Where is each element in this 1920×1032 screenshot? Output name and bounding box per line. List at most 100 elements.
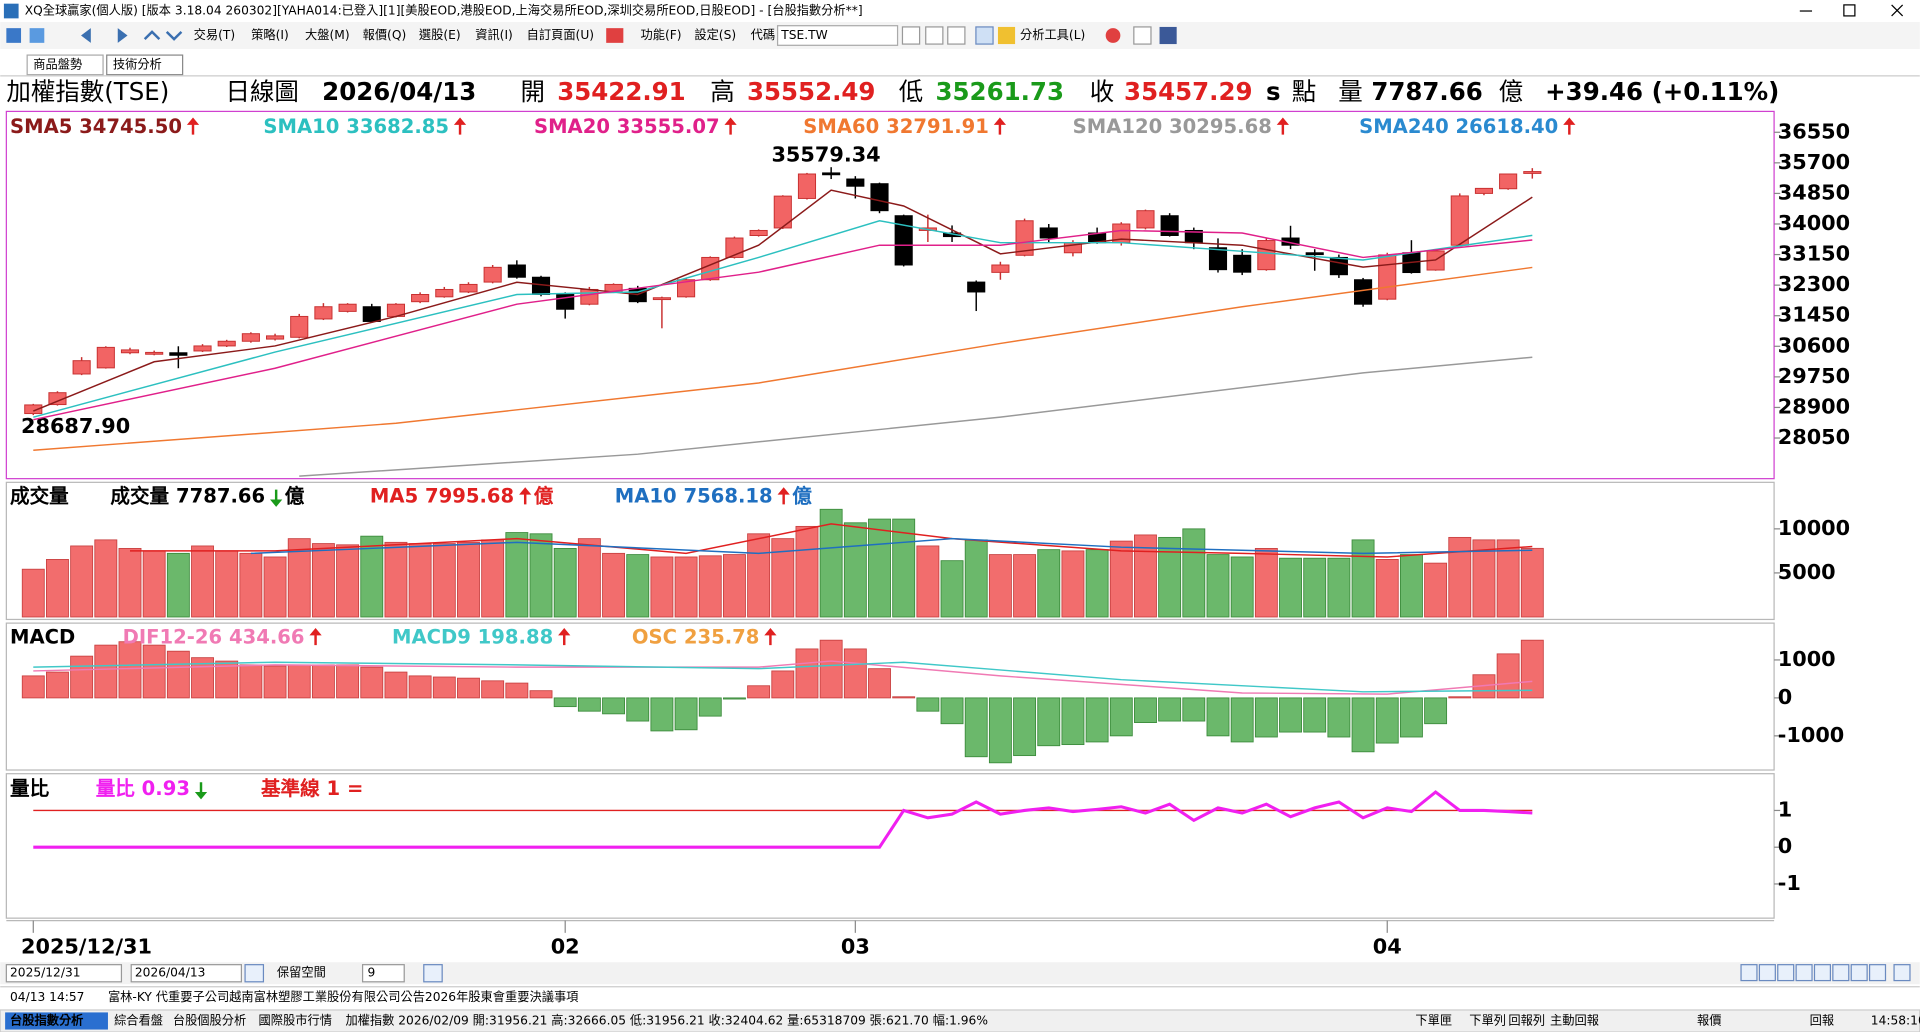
status-button[interactable]: 主動回報: [1550, 1013, 1599, 1027]
header-date: 2026/04/13: [322, 77, 476, 106]
toolbar-icons: [6, 26, 1177, 45]
candle-body: [411, 294, 430, 303]
legend-unit: 億: [534, 485, 554, 508]
space-value[interactable]: 9: [367, 966, 375, 980]
menu-item[interactable]: 選股(E): [419, 28, 461, 42]
candle-body: [314, 306, 333, 320]
code-value[interactable]: TSE.TW: [780, 28, 827, 42]
legend-unit: 億: [792, 485, 812, 508]
maximize[interactable]: [1843, 4, 1856, 17]
date-from[interactable]: [5, 964, 123, 983]
bar: [1448, 696, 1472, 699]
status-tab[interactable]: 台股指數分析: [10, 1012, 83, 1027]
candle-body: [435, 288, 454, 298]
menu-item[interactable]: 大盤(M): [305, 28, 350, 42]
space-input[interactable]: [361, 964, 405, 983]
menu-item[interactable]: 策略(I): [251, 27, 289, 42]
controls-bar: [0, 962, 1920, 985]
bar: [892, 518, 916, 618]
menu-item[interactable]: 分析工具(L): [1020, 28, 1085, 42]
menu-item[interactable]: 報價(Q): [363, 28, 407, 42]
menu-item[interactable]: 資訊(I): [475, 27, 513, 42]
trend-arrow: [519, 487, 532, 505]
bar: [529, 690, 553, 699]
bar: [408, 675, 432, 699]
status-tab[interactable]: 國際股市行情: [259, 1012, 332, 1027]
bar: [1206, 697, 1230, 737]
date-from[interactable]: 2025/12/31: [10, 966, 81, 980]
go-button[interactable]: [423, 964, 443, 983]
chart-tools[interactable]: [1740, 964, 1911, 982]
trend-arrow: [724, 117, 737, 135]
status-button[interactable]: 回報: [1810, 1013, 1834, 1027]
bar: [94, 539, 118, 618]
code-input[interactable]: [776, 25, 899, 46]
news-text[interactable]: 富林-KY 代重要子公司越南富林塑膠工業股份有限公司公告2026年股東會重要決議…: [108, 989, 578, 1004]
candle-body: [580, 288, 599, 305]
bar: [1520, 547, 1544, 618]
menu-item[interactable]: 功能(F): [640, 28, 681, 42]
bar: [142, 644, 166, 699]
header-name: 加權指數(TSE): [6, 77, 169, 106]
trend-arrow: [558, 628, 571, 646]
y-tick-label: 28900: [1778, 394, 1850, 418]
bar: [118, 641, 142, 699]
trend-arrow: [1563, 117, 1576, 135]
legend-entry: SMA5 34745.50: [10, 115, 182, 138]
y-tick-label: 32300: [1778, 272, 1850, 296]
menu-item[interactable]: 自訂頁面(U): [527, 27, 594, 42]
header-high: 35552.49: [747, 77, 875, 106]
status-button[interactable]: 下單匣: [1415, 1013, 1452, 1027]
bar: [1279, 697, 1302, 733]
menu-item[interactable]: 交易(T): [194, 27, 236, 42]
bar: [1230, 697, 1254, 743]
y-tick-label: -1000: [1778, 723, 1845, 747]
date-to[interactable]: [130, 964, 243, 983]
bar: [457, 541, 480, 618]
status-button[interactable]: 報價: [1697, 1013, 1721, 1027]
x-tick-label: 2025/12/31: [21, 935, 152, 959]
bar: [1230, 556, 1254, 618]
status-button[interactable]: 下單列: [1469, 1013, 1506, 1027]
trend-arrow: [764, 628, 777, 646]
series-line: [129, 523, 1533, 558]
y-tick-label: 10000: [1778, 516, 1850, 540]
go-button[interactable]: [244, 964, 265, 983]
close[interactable]: [1891, 4, 1904, 17]
bar: [263, 665, 287, 699]
bar: [1279, 557, 1302, 618]
menu-item[interactable]: 設定(S): [694, 27, 736, 42]
status-tab[interactable]: 綜合看盤: [114, 1012, 163, 1027]
candle-body: [241, 333, 260, 342]
date-to[interactable]: 2026/04/13: [135, 966, 206, 980]
tab[interactable]: [106, 54, 184, 76]
news-time: 04/13 14:57: [10, 990, 84, 1004]
status-ticker: 加權指數 2026/02/09 開:31956.21 高:32666.05 低:…: [345, 1012, 988, 1027]
bar: [892, 696, 916, 699]
candle-body: [677, 279, 696, 298]
y-tick-label: 0: [1778, 685, 1792, 709]
tab[interactable]: [26, 54, 104, 76]
plot-area: [24, 167, 1542, 477]
bar: [432, 676, 456, 699]
bar: [46, 559, 69, 618]
bar: [311, 543, 335, 618]
status-tab[interactable]: 台股個股分析: [173, 1012, 246, 1027]
candle-body: [145, 351, 164, 355]
candle-body: [1354, 279, 1373, 305]
bar: [1472, 539, 1496, 618]
bar: [384, 541, 408, 618]
candle-body: [652, 297, 671, 301]
bar: [1061, 697, 1085, 746]
y-tick-label: 35700: [1778, 150, 1850, 174]
tab-label[interactable]: 商品盤勢: [33, 56, 82, 71]
tab-label[interactable]: 技術分析: [113, 57, 162, 71]
plot-area: [21, 508, 1544, 618]
bar: [215, 550, 239, 618]
bar: [602, 552, 625, 618]
bar: [771, 538, 795, 618]
status-button[interactable]: 回報列: [1508, 1013, 1545, 1027]
status-tab-active[interactable]: [5, 1012, 108, 1030]
bar: [795, 525, 819, 618]
legend-entry: 成交量 7787.66: [110, 485, 265, 508]
